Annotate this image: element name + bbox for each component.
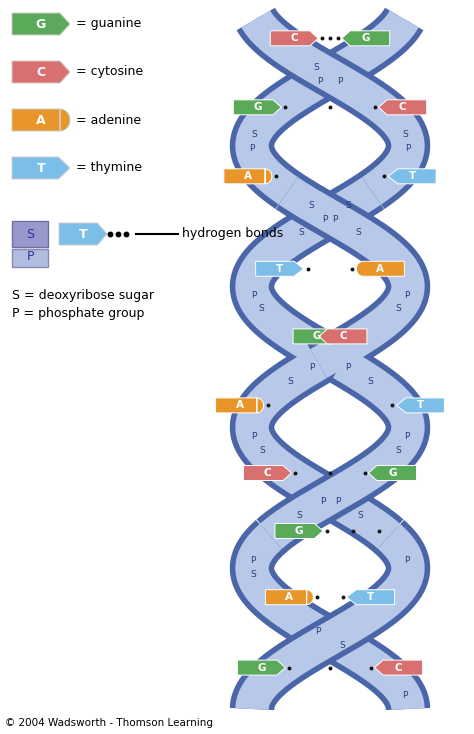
Text: C: C	[339, 331, 347, 341]
Text: S: S	[251, 131, 257, 139]
Text: P = phosphate group: P = phosphate group	[12, 307, 145, 320]
Text: S: S	[26, 228, 34, 241]
Text: C: C	[264, 468, 271, 478]
Text: A: A	[285, 592, 293, 602]
Text: G: G	[36, 18, 46, 31]
Polygon shape	[388, 169, 436, 184]
Text: G: G	[253, 102, 262, 112]
Text: P: P	[337, 76, 343, 86]
Text: S: S	[356, 228, 361, 237]
Polygon shape	[12, 13, 70, 35]
Polygon shape	[356, 261, 404, 276]
Text: P: P	[249, 144, 255, 153]
Text: P: P	[315, 628, 321, 636]
Polygon shape	[270, 31, 318, 46]
Text: P: P	[346, 363, 351, 372]
Text: P: P	[335, 498, 340, 506]
Text: S: S	[339, 641, 345, 650]
Text: S: S	[258, 305, 264, 313]
Text: G: G	[257, 663, 265, 672]
Polygon shape	[12, 109, 70, 131]
Text: P: P	[405, 144, 410, 153]
Text: T: T	[367, 592, 374, 602]
Polygon shape	[12, 61, 70, 83]
Text: A: A	[36, 114, 46, 126]
Text: S: S	[396, 305, 401, 313]
Text: P: P	[401, 691, 407, 700]
Polygon shape	[12, 157, 70, 179]
Text: = thymine: = thymine	[76, 161, 142, 175]
Text: P: P	[404, 556, 410, 565]
Text: G: G	[313, 331, 321, 341]
Polygon shape	[374, 660, 423, 675]
Text: P: P	[317, 76, 323, 86]
Text: S: S	[297, 512, 302, 520]
Polygon shape	[224, 169, 272, 184]
Text: hydrogen bonds: hydrogen bonds	[182, 228, 283, 241]
Text: T: T	[79, 228, 87, 241]
Text: A: A	[244, 171, 252, 181]
Text: T: T	[409, 171, 416, 181]
Text: S: S	[287, 377, 292, 386]
Text: S: S	[250, 570, 255, 579]
Polygon shape	[346, 589, 394, 605]
Text: P: P	[332, 214, 338, 224]
Text: P: P	[404, 432, 409, 441]
Text: S: S	[309, 201, 314, 210]
Text: S: S	[346, 201, 352, 210]
Polygon shape	[237, 660, 285, 675]
Text: © 2004 Wadsworth - Thomson Learning: © 2004 Wadsworth - Thomson Learning	[5, 718, 213, 728]
Text: C: C	[291, 33, 298, 43]
Text: S: S	[299, 228, 304, 237]
Text: S: S	[358, 512, 364, 520]
Text: P: P	[320, 498, 325, 506]
Text: P: P	[250, 556, 256, 565]
Polygon shape	[342, 31, 390, 46]
Polygon shape	[368, 465, 417, 481]
Polygon shape	[319, 329, 367, 344]
Text: = guanine: = guanine	[76, 18, 141, 31]
Text: G: G	[295, 526, 303, 536]
Polygon shape	[244, 465, 292, 481]
Text: = cytosine: = cytosine	[76, 65, 143, 79]
Text: T: T	[276, 264, 283, 274]
Polygon shape	[216, 398, 264, 413]
Polygon shape	[233, 100, 282, 115]
Text: P: P	[251, 432, 256, 441]
Polygon shape	[396, 398, 445, 413]
Text: P: P	[251, 291, 256, 299]
Text: G: G	[388, 468, 397, 478]
Text: C: C	[399, 102, 407, 112]
Text: T: T	[417, 401, 424, 410]
Text: = adenine: = adenine	[76, 114, 141, 126]
Text: C: C	[395, 663, 402, 672]
Text: S: S	[313, 63, 319, 72]
Polygon shape	[255, 261, 304, 276]
Text: S = deoxyribose sugar: S = deoxyribose sugar	[12, 289, 154, 302]
Text: S: S	[367, 377, 373, 386]
Text: S: S	[403, 131, 409, 139]
Text: S: S	[259, 446, 265, 455]
Polygon shape	[265, 589, 313, 605]
Text: P: P	[322, 214, 328, 224]
Polygon shape	[379, 100, 427, 115]
Text: A: A	[376, 264, 384, 274]
FancyBboxPatch shape	[12, 249, 48, 267]
Text: G: G	[362, 33, 370, 43]
Text: P: P	[309, 363, 315, 372]
Polygon shape	[59, 223, 107, 245]
Text: S: S	[395, 446, 401, 455]
Text: C: C	[36, 65, 46, 79]
Text: A: A	[236, 401, 244, 410]
Polygon shape	[293, 329, 341, 344]
Polygon shape	[275, 523, 323, 539]
Text: T: T	[36, 161, 46, 175]
FancyBboxPatch shape	[12, 221, 48, 247]
Text: P: P	[404, 291, 410, 299]
Text: P: P	[26, 250, 34, 263]
